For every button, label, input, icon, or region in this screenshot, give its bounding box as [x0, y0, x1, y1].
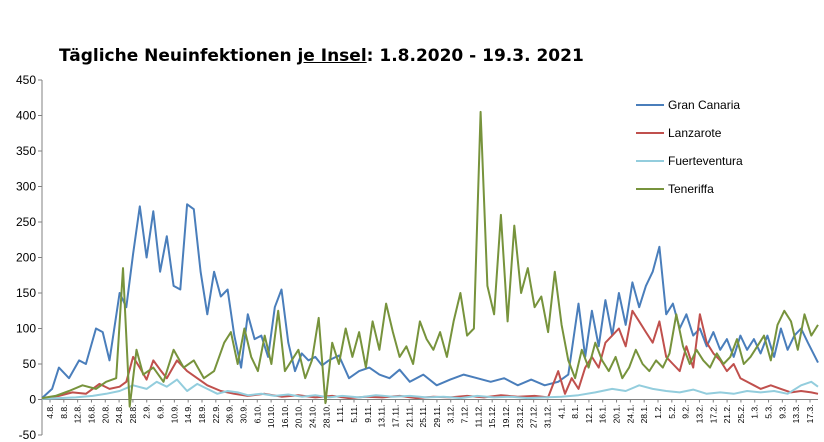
x-tick-label: 20.8.	[100, 405, 110, 424]
x-tick-label: 4.8.	[45, 405, 55, 419]
y-tick-label: 300	[16, 180, 36, 194]
x-tick-label: 31.12.	[542, 405, 552, 429]
x-tick-label: 26.9.	[225, 405, 235, 424]
y-tick-label: 250	[16, 215, 36, 229]
x-tick-label: 10.10.	[266, 405, 276, 429]
legend: Gran Canaria Lanzarote Fuerteventura Teneri…	[636, 98, 743, 196]
chart-title-part-2: je Insel	[297, 46, 367, 66]
x-tick-label: 9.2.	[681, 405, 691, 419]
x-tick-label: 28.1.	[639, 405, 649, 424]
x-tick-label: 9.3.	[777, 405, 787, 419]
x-tick-label: 6.10.	[252, 405, 262, 424]
y-tick-label: 50	[23, 357, 37, 371]
x-tick-label: 25.2.	[736, 405, 746, 424]
x-tick-label: 1.11.	[335, 405, 345, 423]
chart-title-part-3: : 1.8.2020 - 19.3. 2021	[366, 46, 584, 66]
x-tick-label: 24.8.	[114, 405, 124, 424]
x-tick-label: 1.3.	[750, 405, 760, 419]
x-tick-label: 16.10.	[280, 405, 290, 429]
y-tick-label: -50	[19, 428, 37, 442]
x-tick-label: 23.12.	[515, 405, 525, 429]
x-tick-label: 11.12.	[473, 405, 483, 428]
x-tick-label: 20.10.	[294, 405, 304, 429]
x-tick-label: 13.11.	[377, 405, 387, 428]
legend-label: Teneriffa	[668, 182, 714, 196]
x-tick-label: 22.9.	[211, 405, 221, 424]
series-line-gran-canaria	[41, 203, 819, 399]
x-tick-label: 10.9.	[169, 405, 179, 424]
x-tick-label: 13.3.	[791, 405, 801, 424]
x-tick-label: 5.3.	[764, 405, 774, 419]
series-line-lanzarote	[41, 309, 819, 400]
x-tick-label: 16.8.	[86, 405, 96, 424]
x-tick-label: 8.8.	[59, 405, 69, 419]
x-tick-label: 4.1.	[556, 405, 566, 419]
x-tick-label: 18.9.	[197, 405, 207, 424]
x-tick-label: 14.9.	[183, 405, 193, 424]
x-tick-label: 12.1.	[584, 405, 594, 424]
x-tick-label: 28.8.	[128, 405, 138, 424]
x-tick-label: 7.12.	[460, 405, 470, 424]
y-tick-label: 450	[16, 73, 36, 87]
series-line-teneriffa	[41, 110, 819, 408]
x-tick-label: 17.3.	[805, 405, 815, 424]
y-axis: -50 0 50 100 150 200 250 300 350 400 450	[16, 73, 43, 442]
x-tick-label: 24.10.	[308, 405, 318, 429]
y-tick-label: 0	[29, 393, 36, 407]
x-tick-label: 25.11.	[418, 405, 428, 428]
x-tick-label: 27.12.	[529, 405, 539, 429]
legend-label: Lanzarote	[668, 126, 722, 140]
series-group	[41, 110, 819, 408]
y-tick-label: 400	[16, 109, 36, 123]
x-tick-label: 30.9.	[238, 405, 248, 424]
x-tick-label: 17.2.	[708, 405, 718, 424]
x-tick-label: 5.11.	[349, 405, 359, 423]
y-tick-label: 100	[16, 322, 36, 336]
x-tick-label: 21.2.	[722, 405, 732, 424]
x-tick-label: 3.12.	[446, 405, 456, 424]
x-tick-label: 17.11.	[390, 405, 400, 428]
x-tick-label: 13.2.	[694, 405, 704, 424]
x-tick-label: 8.1.	[570, 405, 580, 419]
chart-title: Tägliche Neuinfektionen je Insel: 1.8.20…	[59, 46, 584, 66]
series-line-fuerteventura	[41, 378, 819, 400]
chart-title-part-1: Tägliche Neuinfektionen	[59, 46, 298, 66]
x-tick-label: 20.1.	[612, 405, 622, 424]
x-tick-label: 21.11.	[404, 405, 414, 428]
x-tick-label: 29.11.	[432, 405, 442, 428]
x-tick-label: 19.12.	[501, 405, 511, 429]
legend-label: Fuerteventura	[668, 154, 743, 168]
y-tick-label: 150	[16, 286, 36, 300]
x-tick-label: 5.2.	[667, 405, 677, 419]
x-axis: 4.8. 8.8. 12.8. 16.8. 20.8. 24.8. 28.8. 2.9. 6.9…	[42, 399, 818, 429]
y-tick-label: 200	[16, 251, 36, 265]
x-tick-label: 9.11.	[363, 405, 373, 423]
x-tick-label: 6.9.	[156, 405, 166, 419]
x-tick-label: 2.9.	[142, 405, 152, 419]
x-tick-label: 1.2.	[653, 405, 663, 419]
x-tick-label: 28.10.	[321, 405, 331, 429]
x-tick-label: 12.8.	[73, 405, 83, 424]
y-tick-label: 350	[16, 144, 36, 158]
legend-label: Gran Canaria	[668, 98, 740, 112]
x-tick-label: 16.1.	[598, 405, 608, 424]
x-tick-label: 24.1.	[625, 405, 635, 424]
x-tick-label: 15.12.	[487, 405, 497, 429]
